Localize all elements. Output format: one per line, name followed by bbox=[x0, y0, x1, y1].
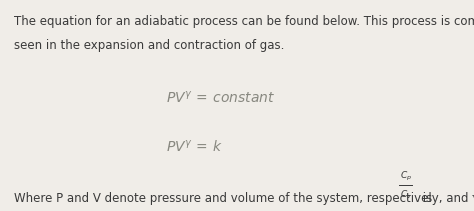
Text: Where P and V denote pressure and volume of the system, respectively, and γ  =: Where P and V denote pressure and volume… bbox=[14, 192, 474, 205]
Text: $C_v$: $C_v$ bbox=[400, 188, 412, 201]
Text: seen in the expansion and contraction of gas.: seen in the expansion and contraction of… bbox=[14, 39, 284, 52]
Text: $PV^{\gamma}\,=\,k$: $PV^{\gamma}\,=\,k$ bbox=[166, 138, 223, 154]
Text: The equation for an adiabatic process can be found below. This process is common: The equation for an adiabatic process ca… bbox=[14, 15, 474, 28]
Text: $C_p$: $C_p$ bbox=[400, 170, 412, 183]
Text: $PV^{\gamma}\,=\,constant$: $PV^{\gamma}\,=\,constant$ bbox=[166, 90, 275, 106]
Text: is: is bbox=[419, 192, 433, 205]
